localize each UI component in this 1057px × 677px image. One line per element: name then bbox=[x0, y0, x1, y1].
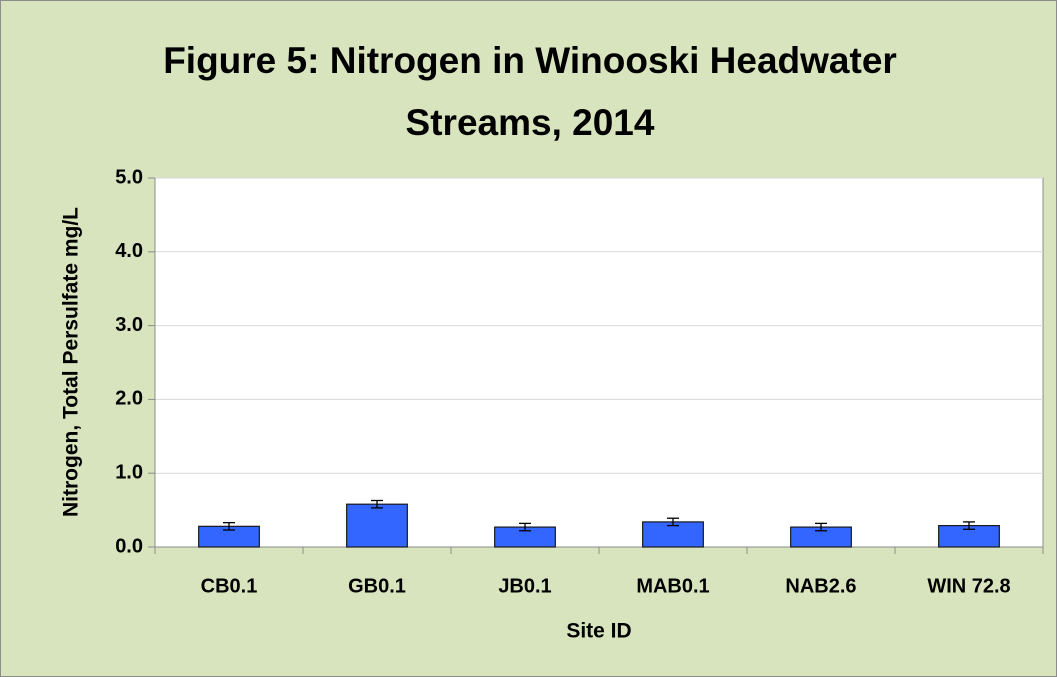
y-tick-label: 1.0 bbox=[115, 461, 143, 483]
chart-title: Figure 5: Nitrogen in Winooski Headwater… bbox=[163, 40, 897, 143]
bar bbox=[346, 503, 408, 548]
y-tick-label: 4.0 bbox=[115, 240, 143, 262]
x-tick-label: WIN 72.8 bbox=[927, 575, 1010, 597]
y-axis-label: Nitrogen, Total Persulfate mg/L bbox=[60, 207, 83, 517]
x-tick-label: CB0.1 bbox=[201, 575, 258, 597]
x-tick-label: NAB2.6 bbox=[785, 575, 856, 597]
x-tick-label: GB0.1 bbox=[348, 575, 406, 597]
plot-area bbox=[154, 177, 1044, 548]
y-tick-label: 0.0 bbox=[115, 535, 143, 557]
x-axis-label: Site ID bbox=[566, 620, 631, 643]
y-tick-label: 3.0 bbox=[115, 314, 143, 336]
y-tick-label: 5.0 bbox=[115, 166, 143, 188]
x-tick-label: MAB0.1 bbox=[636, 575, 709, 597]
y-tick-label: 2.0 bbox=[115, 388, 143, 410]
x-tick-label: JB0.1 bbox=[498, 575, 551, 597]
